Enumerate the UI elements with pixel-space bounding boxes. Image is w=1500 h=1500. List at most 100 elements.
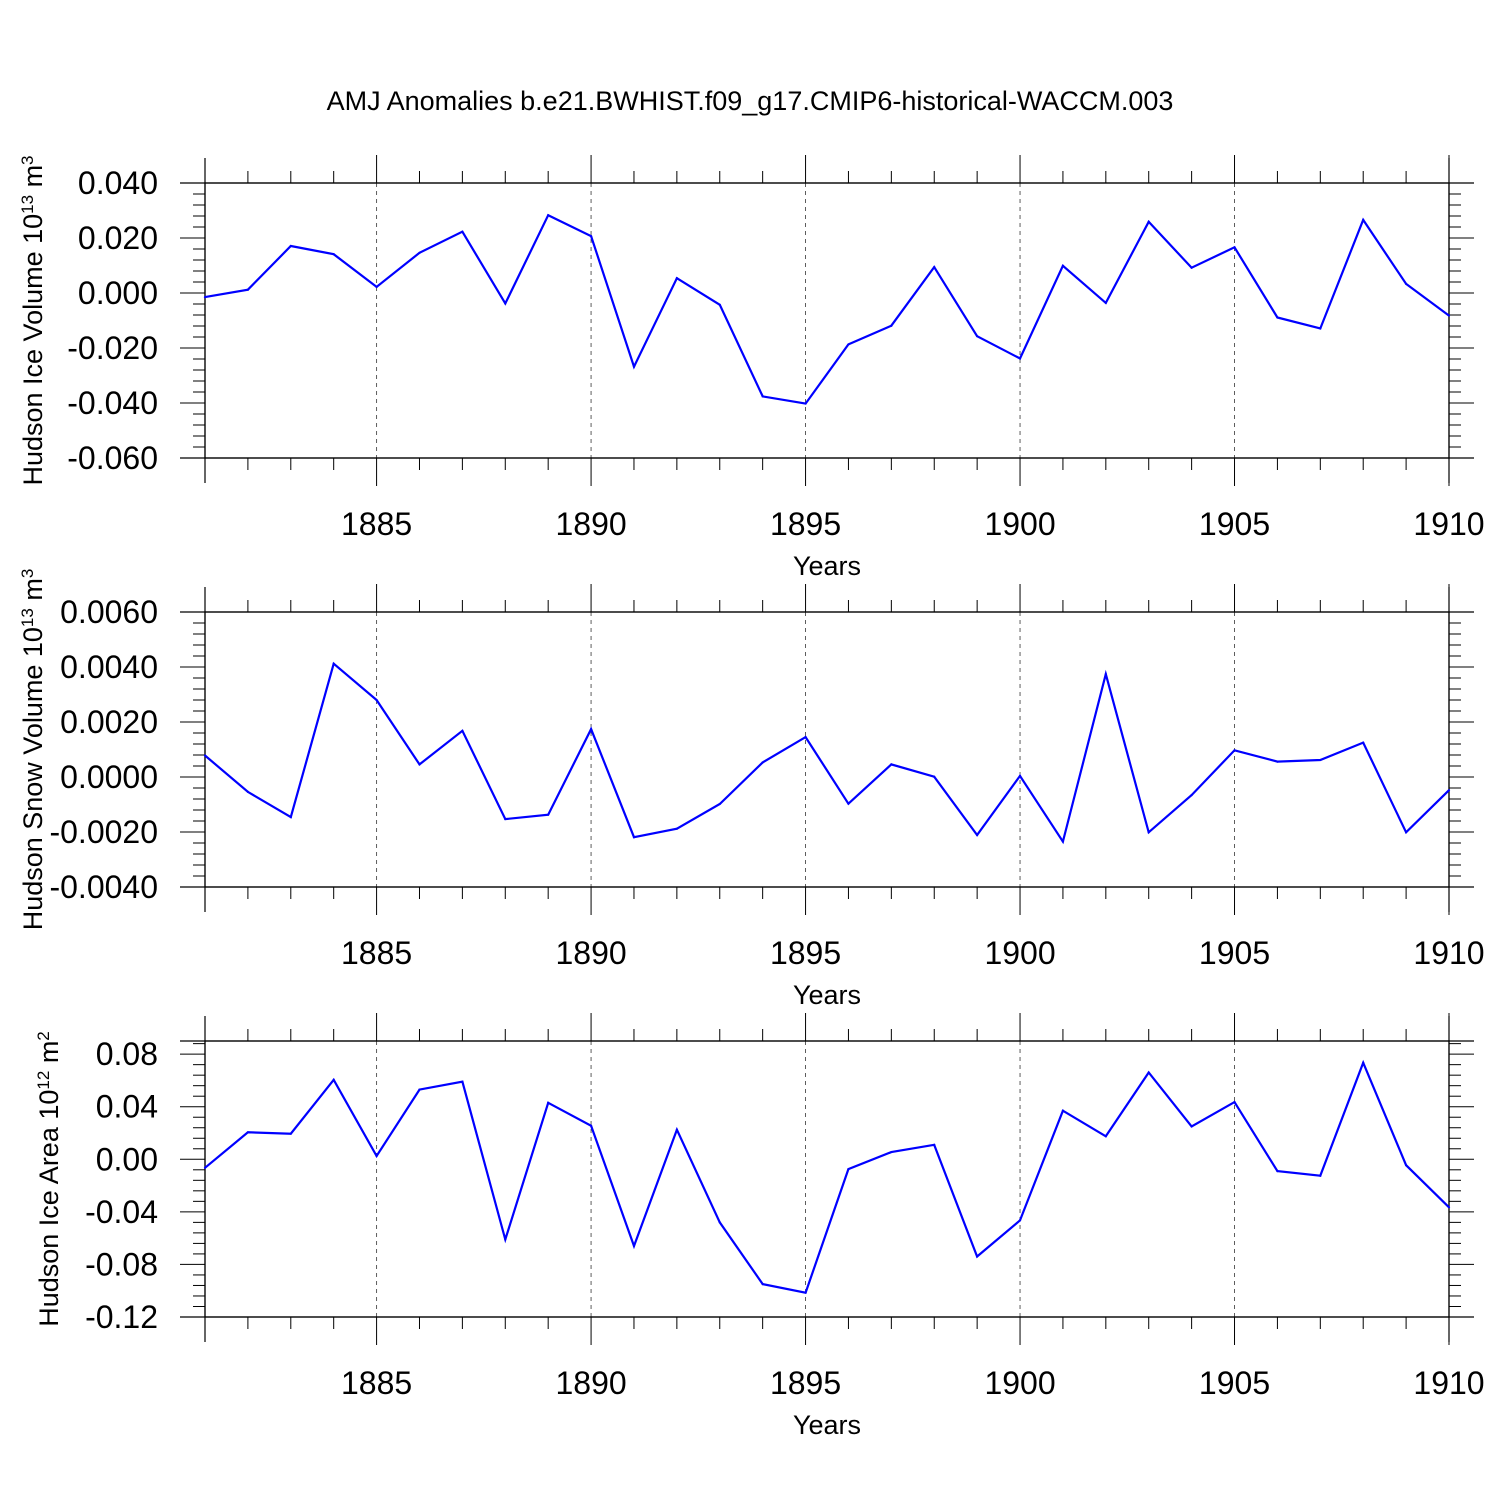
- data-point-1887: [461, 230, 464, 233]
- data-point-1891: [632, 365, 636, 368]
- y-axis-label-exponent: 13: [18, 195, 37, 214]
- y-axis-label-unit: m: [18, 165, 48, 195]
- y-tick-label: 0.0000: [60, 759, 158, 795]
- data-point-1901: [1061, 264, 1065, 267]
- y-tick-label: -0.0040: [49, 869, 158, 905]
- data-point-1883: [289, 244, 292, 248]
- data-point-1885: [375, 698, 378, 702]
- data-point-1887: [461, 1080, 464, 1083]
- data-point-1910: [1447, 1206, 1451, 1209]
- data-point-1897: [890, 763, 893, 766]
- x-axis-label: Years: [793, 1410, 861, 1440]
- data-point-1881: [203, 296, 207, 299]
- y-tick-label: -0.04: [85, 1194, 158, 1230]
- x-tick-label: 1890: [555, 1365, 626, 1401]
- x-tick-label: 1905: [1199, 1365, 1270, 1401]
- data-point-1892: [675, 1128, 678, 1131]
- data-point-1890: [589, 234, 593, 238]
- data-point-1882: [246, 790, 249, 793]
- data-point-1899: [976, 335, 979, 338]
- data-point-1898: [933, 1143, 936, 1146]
- data-point-1891: [632, 836, 636, 839]
- chart-panels: 1885 1890 1895 1900 1905 1910 Years -0.060 -0.04…: [18, 155, 1485, 1440]
- chart-panel-2: 1885 1890 1895 1900 1905 1910 Years -0.0040 -0.0…: [18, 569, 1485, 1010]
- y-axis-label: Hudson Ice Area 1012 m2: [34, 1031, 65, 1327]
- data-point-1906: [1276, 760, 1279, 763]
- data-point-1898: [933, 775, 936, 778]
- data-point-1899: [976, 1255, 979, 1258]
- series-line: [204, 213, 1450, 405]
- data-point-1885: [375, 285, 378, 289]
- data-point-1895: [804, 736, 807, 739]
- y-axis-label-exponent: 13: [18, 608, 37, 627]
- data-point-1909: [1405, 831, 1408, 834]
- y-tick-label: -0.040: [67, 385, 158, 421]
- data-point-1884: [332, 1078, 335, 1081]
- data-point-1882: [246, 288, 249, 291]
- x-tick-label: 1885: [341, 1365, 412, 1401]
- data-point-1900: [1018, 357, 1022, 360]
- x-tick-label: 1885: [341, 506, 412, 542]
- data-point-1896: [847, 343, 850, 346]
- data-point-1909: [1405, 282, 1408, 286]
- plot-frame: [204, 611, 1450, 888]
- chart-panel-1: 1885 1890 1895 1900 1905 1910 Years -0.060 -0.04…: [18, 155, 1485, 581]
- data-point-1881: [203, 754, 207, 757]
- data-point-1894: [761, 761, 764, 764]
- data-point-1901: [1061, 840, 1065, 843]
- data-point-1886: [418, 251, 421, 254]
- data-point-1889: [547, 1101, 550, 1104]
- y-axis-label-unit-exponent: 2: [34, 1031, 53, 1040]
- data-point-1902: [1104, 1135, 1107, 1138]
- y-tick-label: 0.04: [96, 1089, 158, 1125]
- x-tick-label: 1900: [984, 935, 1055, 971]
- data-point-1910: [1447, 789, 1451, 792]
- data-point-1902: [1104, 673, 1107, 676]
- data-point-1904: [1190, 794, 1193, 797]
- data-point-1888: [504, 817, 507, 821]
- data-point-1905: [1233, 246, 1236, 249]
- x-tick-label: 1895: [770, 1365, 841, 1401]
- data-point-1885: [375, 1154, 378, 1158]
- data-point-1907: [1319, 327, 1322, 330]
- data-point-1895: [804, 402, 807, 405]
- data-point-1881: [203, 1166, 207, 1169]
- x-tick-label: 1905: [1199, 506, 1270, 542]
- data-point-1884: [332, 253, 335, 256]
- data-point-1888: [504, 302, 507, 305]
- y-tick-label: 0.0060: [60, 594, 158, 630]
- y-axis-label: Hudson Snow Volume 1013 m3: [18, 569, 49, 931]
- x-axis-label: Years: [793, 980, 861, 1010]
- series-line: [204, 1059, 1450, 1294]
- figure-title: AMJ Anomalies b.e21.BWHIST.f09_g17.CMIP6…: [327, 86, 1174, 116]
- y-tick-label: -0.0020: [49, 814, 158, 850]
- data-point-1897: [890, 1150, 893, 1154]
- data-point-1905: [1233, 1101, 1236, 1104]
- data-point-1904: [1190, 1125, 1193, 1128]
- data-point-1894: [761, 395, 764, 398]
- data-point-1904: [1190, 266, 1193, 269]
- data-point-1883: [289, 816, 292, 819]
- x-tick-label: 1885: [341, 935, 412, 971]
- data-point-1906: [1276, 1170, 1279, 1173]
- data-point-1893: [718, 802, 721, 806]
- data-point-1892: [675, 827, 678, 830]
- data-point-1897: [890, 324, 893, 327]
- y-tick-label: 0.00: [96, 1141, 158, 1177]
- x-tick-label: 1895: [770, 935, 841, 971]
- y-axis-label-exponent: 12: [34, 1071, 53, 1090]
- data-point-1903: [1147, 220, 1150, 223]
- data-point-1887: [461, 729, 464, 732]
- y-axis-label-unit: m: [18, 578, 48, 608]
- y-axis-label-unit: m: [34, 1041, 64, 1071]
- data-point-1891: [632, 1244, 636, 1248]
- data-point-1903: [1147, 831, 1150, 834]
- data-point-1907: [1319, 1174, 1322, 1177]
- x-tick-label: 1890: [555, 506, 626, 542]
- y-tick-label: 0.000: [78, 275, 158, 311]
- y-axis-label-text: Hudson Ice Area 10: [34, 1090, 64, 1327]
- data-point-1909: [1405, 1164, 1408, 1167]
- data-point-1886: [418, 763, 421, 766]
- plot-frame: [204, 182, 1450, 459]
